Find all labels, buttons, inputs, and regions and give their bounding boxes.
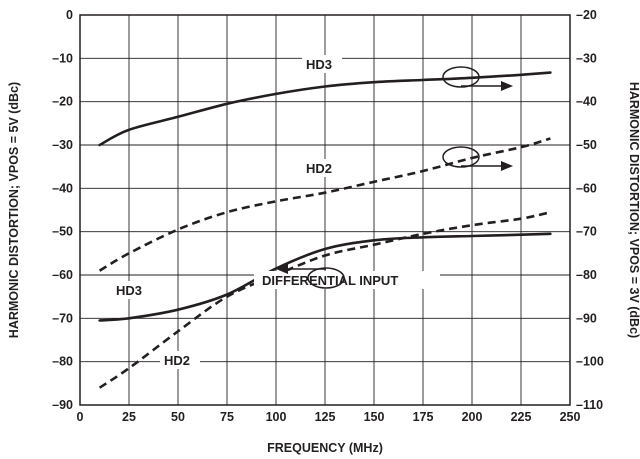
hd3-bottom-label: HD3 (116, 283, 142, 298)
differential-input-label-bg (254, 271, 440, 289)
series-hd2-3v-line (98, 137, 551, 272)
x-tick-label: 200 (462, 410, 483, 424)
y-left-tick-label: –20 (52, 95, 73, 109)
hd2-bottom-label: HD2 (164, 353, 190, 368)
x-tick-label: 25 (122, 410, 136, 424)
y-left-tick-label: –80 (52, 355, 73, 369)
x-tick-label: 75 (220, 410, 234, 424)
plot-frame (79, 14, 571, 406)
differential-input-label: DIFFERENTIAL INPUT (262, 273, 398, 288)
x-tick-label: 250 (560, 410, 581, 424)
series-hd3-3v-line (98, 71, 552, 147)
y-right-tick-label: –110 (576, 398, 603, 412)
y-right-tick-label: –40 (576, 95, 597, 109)
y-right-tick-label: –60 (576, 181, 597, 195)
y-right-tick-label: –90 (576, 311, 597, 325)
x-tick-label: 225 (511, 410, 532, 424)
y-left-tick-label: –70 (52, 311, 73, 325)
y-left-tick-label: –90 (52, 398, 73, 412)
y-right-tick-label: –30 (576, 51, 597, 65)
tick-labels: 0 25 50 75 100 125 150 175 200 225 250 0 –20 –10 –30 –2… (52, 8, 604, 424)
y-left-tick-label: –10 (52, 51, 73, 65)
y-left-tick-label: –60 (52, 268, 73, 282)
right-axis-indicator-hd3 (442, 66, 513, 91)
y-right-tick-label: –80 (576, 268, 597, 282)
left-axis-indicator (276, 264, 345, 289)
x-tick-label: 150 (364, 410, 385, 424)
x-tick-label: 0 (77, 410, 84, 424)
y-right-tick-label: –100 (576, 355, 604, 369)
x-axis-title: FREQUENCY (MHz) (267, 441, 383, 455)
y-left-tick-label: –50 (52, 225, 73, 239)
y-right-tick-label: –20 (576, 8, 597, 22)
y-axis-title-left: HARMONIC DISTORTION; VPOS = 5V (dBc) (7, 82, 21, 338)
series-hd2-5v-line (98, 210, 551, 389)
x-tick-label: 50 (171, 410, 185, 424)
y-left-tick-label: –30 (52, 138, 73, 152)
grid-lines (80, 15, 570, 405)
y-left-tick-label: –40 (52, 181, 73, 195)
hd3-bottom-label-bg (112, 281, 152, 299)
hd2-bottom-label-bg (160, 351, 200, 369)
x-tick-label: 100 (266, 410, 287, 424)
y-left-tick-label: 0 (66, 8, 73, 22)
y-axis-title-right: HARMONIC DISTORTION; VPOS = 3V (dBc) (627, 82, 640, 338)
right-axis-indicator-hd2 (442, 146, 513, 171)
hd2-top-label-bg (302, 159, 342, 177)
hd3-top-label: HD3 (306, 57, 332, 72)
x-tick-label: 125 (315, 410, 336, 424)
hd2-top-label: HD2 (306, 161, 332, 176)
x-tick-label: 175 (413, 410, 434, 424)
hd3-top-label-bg (302, 55, 342, 73)
y-right-tick-label: –70 (576, 225, 597, 239)
series-lines (98, 71, 552, 389)
series-hd3-5v-line (98, 232, 552, 322)
y-right-tick-label: –50 (576, 138, 597, 152)
